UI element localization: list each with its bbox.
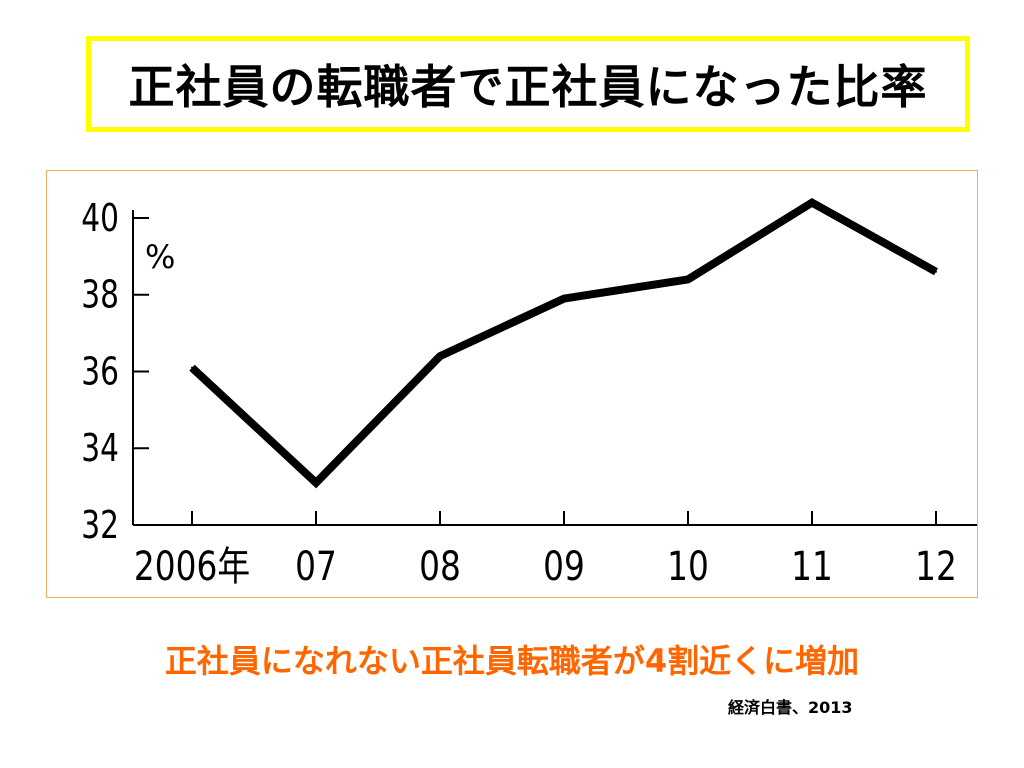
y-axis-unit-label: %: [145, 238, 175, 276]
x-tick-label: 11: [791, 543, 833, 590]
x-tick-label: 07: [295, 543, 337, 590]
x-tick-label: 10: [667, 543, 709, 590]
title-box: 正社員の転職者で正社員になった比率: [86, 36, 970, 132]
slide-title: 正社員の転職者で正社員になった比率: [128, 60, 928, 114]
series-line: [189, 198, 938, 489]
line-chart: 32 34 36 38 40% 2006年 07 08 09 10 11 12: [81, 196, 977, 590]
data-point: [191, 366, 193, 369]
y-tick-label: 32: [81, 503, 119, 548]
x-tick-label: 2006年: [134, 543, 250, 590]
chart-frame: 32 34 36 38 40% 2006年 07 08 09 10 11 12: [46, 170, 978, 598]
data-point: [439, 355, 441, 358]
x-tick-label: 12: [915, 543, 957, 590]
x-tick-label: 09: [543, 543, 585, 590]
y-tick-label: 40: [81, 196, 119, 241]
data-point: [687, 278, 689, 281]
x-tick-label: 08: [419, 543, 461, 590]
y-tick-label: 36: [81, 350, 119, 395]
data-point: [935, 270, 937, 273]
data-point: [315, 481, 317, 484]
conclusion-text: 正社員になれない正社員転職者が4割近くに増加: [164, 642, 860, 680]
data-point: [811, 201, 813, 204]
y-tick-label: 34: [81, 427, 119, 472]
data-point: [563, 297, 565, 300]
source-citation: 経済白書、2013: [728, 698, 853, 717]
y-tick-label: 38: [81, 273, 119, 318]
